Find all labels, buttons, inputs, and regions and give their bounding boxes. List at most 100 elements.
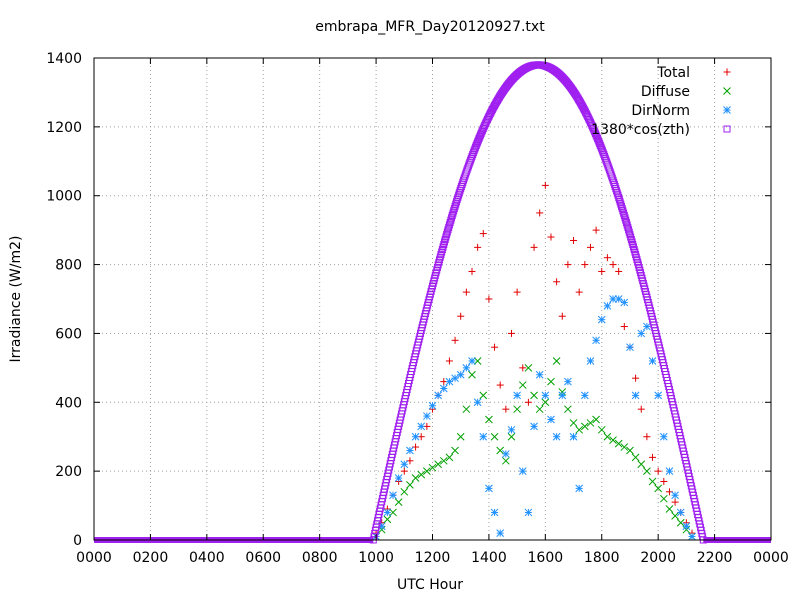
x-tick-label: 1200: [415, 550, 451, 566]
y-tick-label: 600: [55, 326, 82, 342]
series-diffuse-point: [564, 405, 572, 414]
y-tick-label: 1400: [46, 51, 82, 67]
series-1380coszth-point: [447, 216, 455, 224]
series-1380coszth-point: [624, 223, 632, 231]
series-dirnorm-point: [558, 391, 567, 400]
series-1380coszth-point: [617, 200, 625, 208]
series-1380coszth-point: [449, 209, 457, 217]
series-1380coszth-point: [450, 207, 458, 215]
series-diffuse-point: [592, 415, 600, 424]
series-total-point: [524, 398, 532, 406]
series-total-point: [507, 329, 515, 337]
series-total-point: [592, 226, 600, 234]
series-diffuse-point: [456, 432, 465, 441]
series-diffuse-point: [569, 419, 578, 427]
series-1380coszth-point: [452, 200, 460, 208]
series-diffuse-point: [417, 470, 426, 479]
series-total-point: [586, 243, 594, 251]
series-diffuse-point: [530, 391, 538, 400]
series-dirnorm-point: [456, 370, 465, 379]
legend-marker: [723, 106, 731, 114]
series-total-point: [575, 288, 583, 296]
series-diffuse-point: [626, 446, 634, 455]
series-dirnorm-point: [547, 415, 555, 424]
series-dirnorm-point: [383, 508, 392, 517]
series-total-point: [615, 267, 623, 275]
series-total-point: [598, 267, 606, 275]
series-dirnorm-point: [541, 391, 550, 400]
series-total-point: [519, 364, 527, 372]
series-total-point: [570, 236, 578, 244]
x-tick-label: 1800: [584, 550, 620, 566]
series-1380coszth-point: [452, 198, 460, 206]
x-tick-label: 0800: [302, 550, 338, 566]
series-1380coszth-point: [472, 141, 480, 149]
series-total-point: [632, 374, 640, 382]
series-1380coszth-point: [612, 185, 620, 193]
series-total-point: [564, 261, 572, 269]
series-total-point: [649, 453, 657, 461]
series-diffuse-point: [400, 487, 409, 496]
series-diffuse-point: [547, 377, 555, 386]
series-dirnorm-point: [434, 391, 442, 400]
series-dirnorm-point: [671, 491, 679, 500]
series-total-point: [654, 467, 662, 475]
series-diffuse-point: [614, 439, 623, 448]
x-tick-label: 1000: [358, 550, 394, 566]
series-1380coszth-point: [615, 196, 623, 204]
y-axis-label: Irradiance (W/m2): [8, 236, 24, 363]
series-dirnorm-point: [462, 364, 471, 372]
series-diffuse-point: [524, 364, 533, 372]
series-1380coszth-point: [622, 216, 630, 224]
series-1380coszth-point: [471, 145, 479, 153]
series-diffuse-point: [676, 518, 685, 527]
series-1380coszth-point: [628, 238, 636, 246]
series-1380coszth-point: [448, 214, 456, 222]
series-dirnorm-point: [428, 401, 437, 410]
series-dirnorm-point: [586, 357, 595, 365]
series-dirnorm-point: [490, 508, 499, 517]
chart-title: embrapa_MFR_Day20120927.txt: [315, 19, 545, 35]
series-total-point: [609, 261, 617, 269]
series-diffuse-point: [434, 460, 442, 469]
series-diffuse-point: [411, 474, 420, 482]
series-diffuse-point: [479, 391, 488, 400]
series-total-point: [485, 295, 493, 303]
series-dirnorm-point: [524, 508, 533, 517]
series-dirnorm-point: [637, 329, 646, 338]
series-total-point: [474, 243, 482, 251]
series-diffuse-point: [586, 419, 595, 427]
series-diffuse-point: [609, 436, 617, 445]
series-dirnorm-point: [603, 302, 612, 310]
series-diffuse-point: [541, 398, 550, 407]
series-1380coszth-point: [453, 196, 461, 204]
y-tick-label: 800: [55, 258, 82, 274]
series-1380coszth-point: [596, 141, 604, 149]
series-total-point: [468, 267, 476, 275]
series-1380coszth-point: [469, 149, 477, 157]
series-total-point: [547, 233, 555, 241]
series-1380coszth-point: [455, 191, 463, 199]
series-total-point: [530, 243, 538, 251]
legend-label: Total: [656, 65, 690, 81]
series-dirnorm-point: [688, 532, 696, 541]
series-diffuse-point: [451, 446, 459, 455]
x-tick-label: 0000: [76, 550, 112, 566]
series-1380coszth-point: [450, 205, 458, 213]
series-total-point: [491, 343, 499, 351]
series-dirnorm-point: [389, 491, 397, 500]
x-tick-label: 0600: [245, 550, 281, 566]
series-dirnorm-point: [609, 295, 617, 303]
series-diffuse-point: [501, 456, 510, 465]
series-1380coszth-point: [619, 207, 627, 215]
series-diffuse-point: [665, 505, 674, 513]
series-diffuse-point: [445, 453, 454, 462]
series-diffuse-point: [597, 425, 606, 434]
series-1380coszth-point: [625, 226, 633, 234]
series-diffuse-point: [394, 498, 403, 506]
series-dirnorm-point: [620, 298, 629, 307]
series-1380coszth-point: [620, 209, 628, 217]
series-1380coszth-point: [617, 202, 625, 210]
x-tick-label: 1400: [471, 550, 507, 566]
series-total-point: [502, 405, 510, 413]
